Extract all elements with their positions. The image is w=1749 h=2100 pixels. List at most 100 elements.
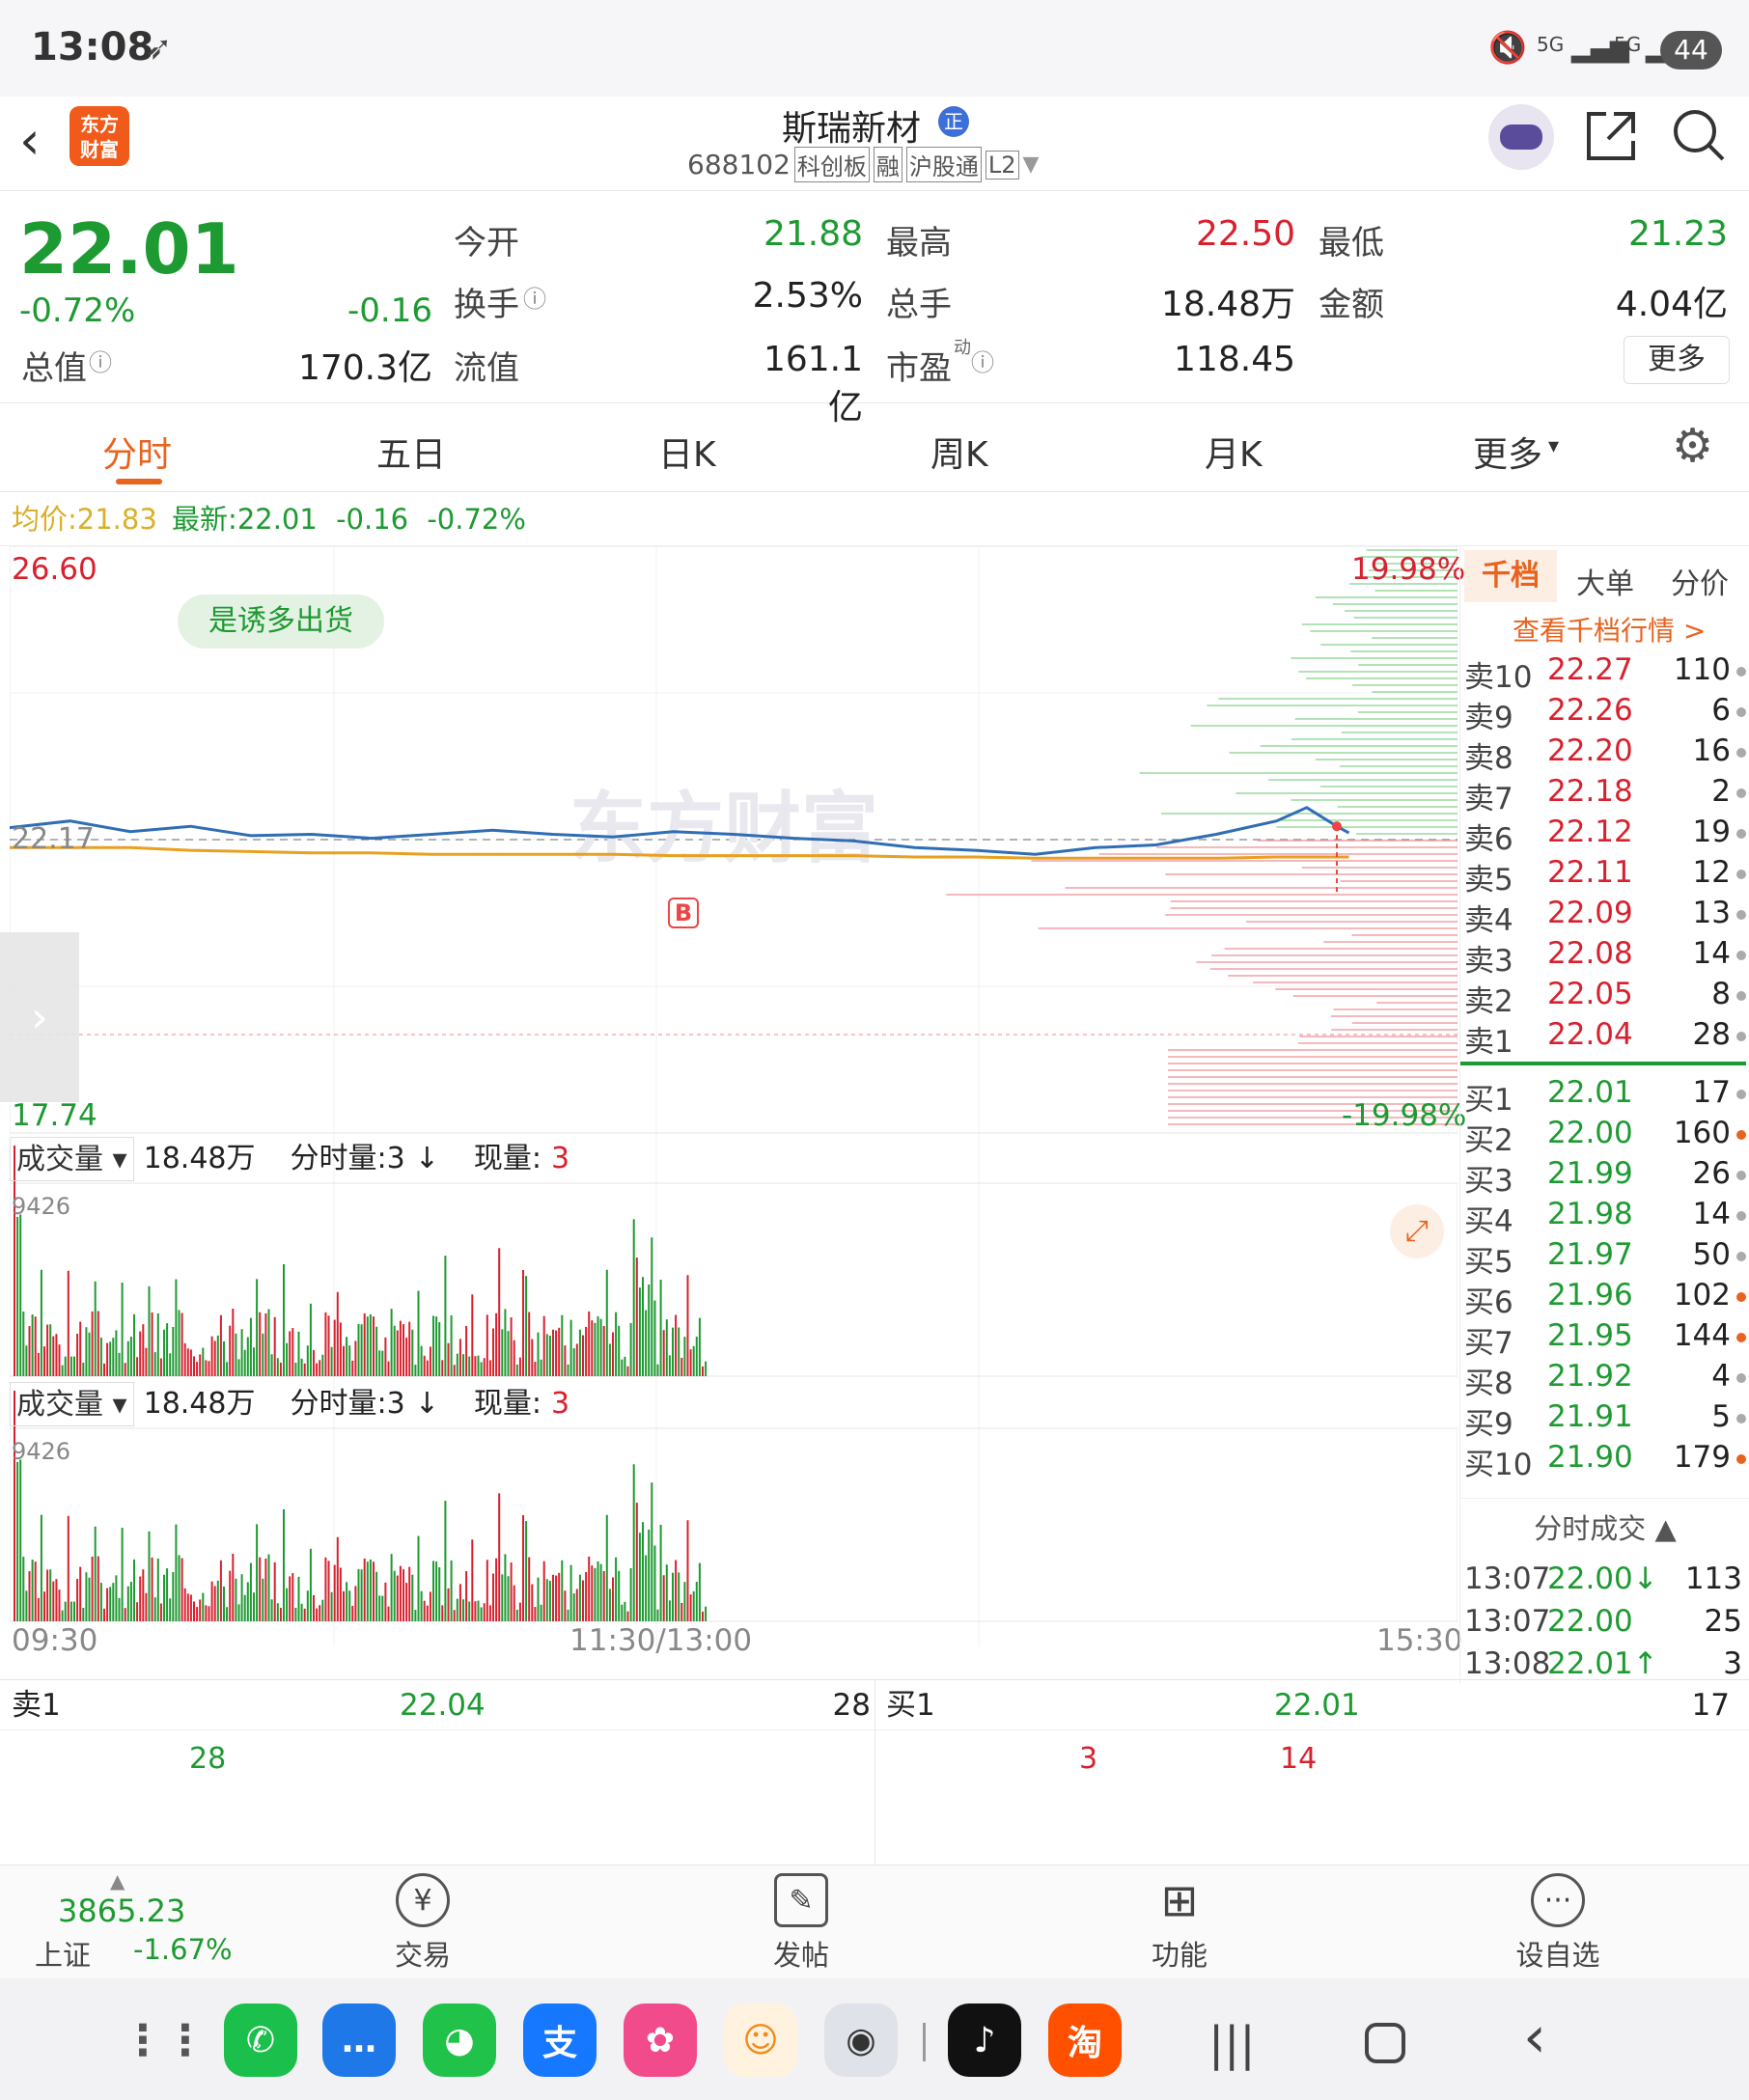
- volume-bar: [339, 1322, 342, 1376]
- alipay-app-icon[interactable]: 支: [523, 2003, 597, 2077]
- volume-bar: [426, 1605, 429, 1621]
- book-tab-big-order[interactable]: 大单: [1576, 567, 1634, 601]
- ask-row[interactable]: 卖6 22.12 19: [1464, 815, 1746, 857]
- back-icon[interactable]: ‹: [19, 110, 41, 171]
- ask-row[interactable]: 卖8 22.20 16: [1464, 733, 1746, 776]
- messages-app-icon[interactable]: …: [322, 2003, 396, 2077]
- trade-price: 22.00↓: [1547, 1561, 1658, 1596]
- book-tab-qiandang[interactable]: 千档: [1464, 550, 1557, 602]
- ask-row[interactable]: 卖9 22.26 6: [1464, 693, 1746, 735]
- volume-bar: [638, 1287, 641, 1376]
- expand-side-icon[interactable]: ›: [0, 932, 79, 1102]
- home-icon[interactable]: [1365, 2023, 1405, 2063]
- volume-bar: [139, 1576, 142, 1621]
- ask-row[interactable]: 卖1 22.04 28: [1464, 1017, 1746, 1060]
- add-watchlist-button[interactable]: ··· 设自选: [1490, 1873, 1625, 1974]
- info-icon[interactable]: ⓘ: [89, 349, 112, 376]
- order-book: 千档 大单 分价 查看千档行情 > 卖10 22.27 110 卖9 22.26 6 卖8 2…: [1459, 546, 1749, 1683]
- phone-app-icon[interactable]: ✆: [224, 2003, 297, 2077]
- gallery-app-icon[interactable]: ✿: [624, 2003, 697, 2077]
- ask-row[interactable]: 卖5 22.11 12: [1464, 855, 1746, 898]
- ask-row[interactable]: 卖2 22.05 8: [1464, 977, 1746, 1019]
- gear-icon[interactable]: ⚙: [1672, 419, 1714, 473]
- bid-row[interactable]: 买5 21.97 50: [1464, 1237, 1746, 1280]
- amount-label: 金额: [1319, 286, 1384, 324]
- info-icon[interactable]: ⓘ: [971, 349, 994, 376]
- ask-row[interactable]: 卖4 22.09 13: [1464, 896, 1746, 938]
- bid-row[interactable]: 买2 22.00 160: [1464, 1116, 1746, 1158]
- xiaotiancai-app-icon[interactable]: ☺: [724, 2003, 797, 2077]
- back-nav-icon[interactable]: ‹: [1523, 2003, 1546, 2071]
- book-tab-price-dist[interactable]: 分价: [1671, 567, 1729, 601]
- dot-icon: [1736, 1211, 1746, 1221]
- volume-bar: [567, 1609, 569, 1621]
- intraday-chart[interactable]: 东方财富 26.60 17.74 19.98% -19.98% 22.17 是诱…: [0, 545, 1466, 1666]
- more-button[interactable]: 更多: [1624, 336, 1730, 384]
- bid-row[interactable]: 买3 21.99 26: [1464, 1156, 1746, 1199]
- tab-day-k[interactable]: 日K: [658, 435, 716, 475]
- volume-bar: [294, 1607, 297, 1621]
- fullscreen-icon[interactable]: ⤢: [1390, 1204, 1444, 1258]
- app-drawer-icon[interactable]: ⋮⋮: [122, 2015, 207, 2065]
- buy-marker[interactable]: B: [668, 898, 699, 928]
- volume-bar: [52, 1336, 55, 1376]
- vol-selector[interactable]: 成交量 ▾: [10, 1137, 134, 1181]
- volume-bar: [319, 1360, 321, 1376]
- camera-app-icon[interactable]: ◉: [824, 2003, 898, 2077]
- view-full-book-link[interactable]: 查看千档行情 >: [1513, 615, 1707, 647]
- tab-five-day[interactable]: 五日: [376, 435, 447, 475]
- post-label: 发帖: [772, 1939, 829, 1972]
- latest-value: 22.01: [236, 503, 318, 536]
- bid-row[interactable]: 买7 21.95 144: [1464, 1318, 1746, 1361]
- volume-bar: [309, 1303, 312, 1376]
- share-icon[interactable]: [1583, 108, 1639, 164]
- ask-row[interactable]: 卖7 22.18 2: [1464, 774, 1746, 816]
- volume-header-2: 成交量 ▾ 18.48万 分时量:3 ↓ 现量: 3: [10, 1382, 569, 1426]
- trades-header[interactable]: 分时成交 ▲: [1460, 1498, 1749, 1558]
- recent-apps-icon[interactable]: |||: [1208, 2017, 1256, 2071]
- volume-bar: [659, 1525, 662, 1621]
- volume-bar: [193, 1356, 195, 1376]
- info-icon[interactable]: ⓘ: [523, 286, 546, 313]
- tab-week-k[interactable]: 周K: [930, 435, 988, 475]
- more-dots-icon: ···: [1531, 1873, 1585, 1927]
- volume-bar: [99, 1583, 102, 1621]
- vol-selector[interactable]: 成交量 ▾: [10, 1382, 134, 1426]
- bid-row[interactable]: 买10 21.90 179: [1464, 1440, 1746, 1482]
- dot-icon: [1736, 788, 1746, 798]
- tiktok-app-icon[interactable]: ♪: [948, 2003, 1021, 2077]
- tab-more[interactable]: 更多: [1473, 435, 1543, 475]
- index-widget[interactable]: ▲ 3865.23 上证 -1.67%: [29, 1869, 241, 1974]
- volume-bar: [686, 1520, 689, 1621]
- bid-row[interactable]: 买4 21.98 14: [1464, 1197, 1746, 1239]
- volume-bar: [37, 1352, 40, 1376]
- robot-assistant-icon[interactable]: [1488, 104, 1554, 170]
- float-value: 161.1亿: [763, 340, 863, 428]
- bid-row[interactable]: 买1 22.01 17: [1464, 1075, 1746, 1118]
- volume-bar: [531, 1339, 534, 1376]
- ask-row[interactable]: 卖10 22.27 110: [1464, 652, 1746, 695]
- bid-row[interactable]: 买6 21.96 102: [1464, 1278, 1746, 1320]
- vol-label: 成交量: [16, 1388, 103, 1422]
- down-arrow-icon: ↓: [414, 1142, 439, 1175]
- bid-row[interactable]: 买9 21.91 5: [1464, 1399, 1746, 1442]
- signal-badge[interactable]: 是诱多出货: [178, 594, 384, 649]
- wechat-app-icon[interactable]: ◕: [423, 2003, 496, 2077]
- taobao-app-icon[interactable]: 淘: [1048, 2003, 1122, 2077]
- volume-bar: [558, 1327, 561, 1376]
- volume-bar: [303, 1608, 306, 1621]
- trade-row: 13:07 22.00↓ 113: [1464, 1561, 1746, 1602]
- bid-row[interactable]: 买8 21.92 4: [1464, 1359, 1746, 1401]
- post-button[interactable]: ✎ 发帖: [734, 1873, 869, 1974]
- current-price: 22.01: [19, 208, 239, 290]
- stock-code-row[interactable]: 688102 科创板 融 沪股通 L2 ▼: [687, 147, 1039, 182]
- search-icon[interactable]: [1670, 106, 1728, 164]
- function-button[interactable]: ⊞ 功能: [1112, 1873, 1247, 1974]
- trade-button[interactable]: ¥ 交易: [355, 1873, 490, 1974]
- ask-row[interactable]: 卖3 22.08 14: [1464, 936, 1746, 979]
- volume-bar: [564, 1345, 567, 1376]
- buy-vol: 17: [1691, 1688, 1730, 1723]
- tab-month-k[interactable]: 月K: [1205, 435, 1263, 475]
- tab-fenshi[interactable]: 分时: [102, 435, 173, 475]
- volume-bar: [480, 1362, 483, 1376]
